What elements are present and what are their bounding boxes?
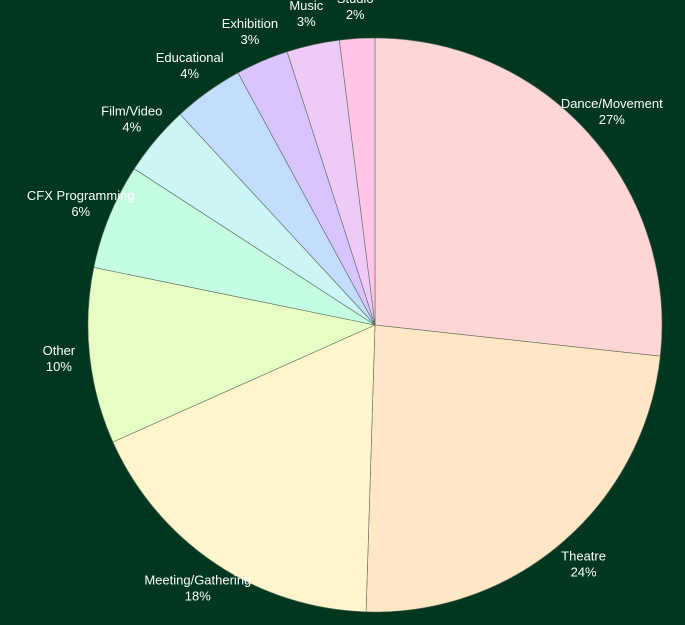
slice-label: Music: [289, 0, 323, 13]
slice-label: CFX Programming: [27, 188, 135, 203]
pie-slice: [374, 37, 663, 357]
slice-value-label: 10%: [46, 359, 72, 374]
slice-value-label: 2%: [346, 7, 365, 22]
slice-value-label: 4%: [122, 120, 141, 135]
slice-value-label: 3%: [297, 14, 316, 29]
slice-label: Other: [43, 343, 76, 358]
slice-label: Theatre: [561, 548, 606, 563]
slice-label: Exhibition: [222, 16, 278, 31]
slice-label: Dance/Movement: [561, 96, 663, 111]
slice-label: Studio: [337, 0, 374, 6]
pie-slice: [87, 267, 376, 443]
slice-label: Educational: [156, 50, 224, 65]
slice-value-label: 18%: [185, 589, 211, 604]
slice-value-label: 3%: [240, 32, 259, 47]
slice-value-label: 24%: [571, 564, 597, 579]
slice-label: Film/Video: [101, 104, 162, 119]
slice-label: Meeting/Gathering: [144, 573, 251, 588]
slice-value-label: 27%: [599, 112, 625, 127]
pie-slice: [112, 324, 376, 613]
pie-slice: [365, 324, 661, 613]
slice-value-label: 6%: [71, 204, 90, 219]
slice-value-label: 4%: [180, 66, 199, 81]
pie-slice: [339, 37, 376, 326]
